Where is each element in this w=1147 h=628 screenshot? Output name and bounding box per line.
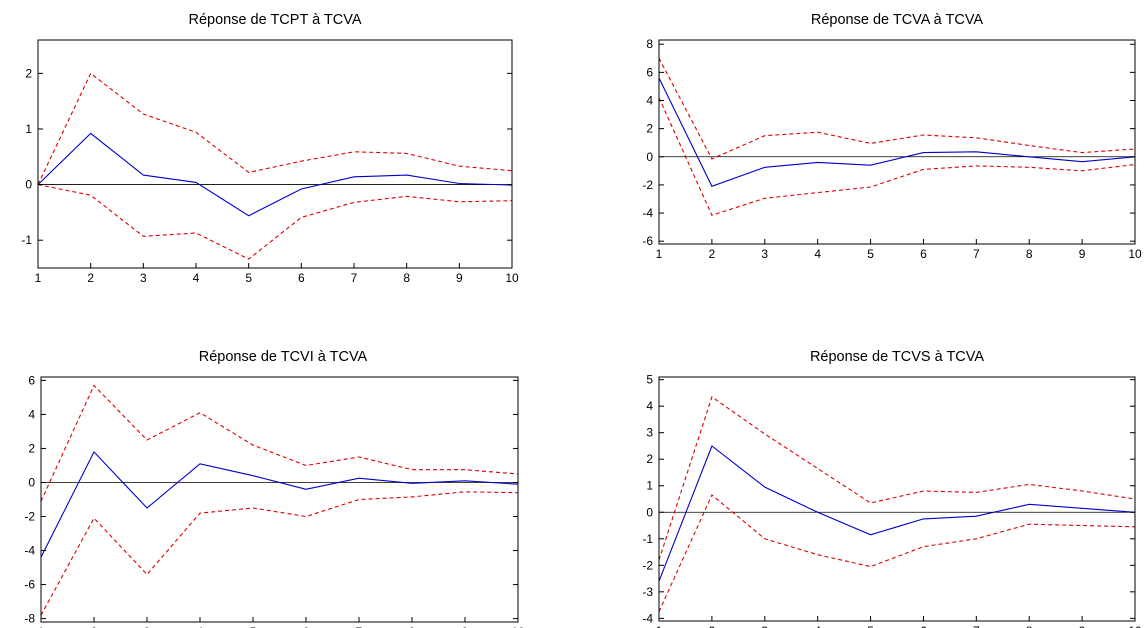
tcpt-plot-frame bbox=[37, 39, 513, 269]
tcpt-xtick-label: 8 bbox=[403, 271, 410, 285]
tcvi-ytick-label: -4 bbox=[24, 544, 35, 558]
chart-tcva: Réponse de TCVA à TCVA 8 6 4 2 0 -2 -4 -6 1 2 3 4 5 6 7… bbox=[590, 0, 1147, 300]
tcvi-upper-band-line bbox=[40, 384, 519, 502]
tcva-ytick-label: 6 bbox=[646, 65, 653, 79]
tcva-ytick-label: -6 bbox=[642, 234, 653, 248]
tcva-ytick-label: -2 bbox=[642, 178, 653, 192]
tcvs-lower-band-line bbox=[658, 494, 1136, 612]
chart-tcva-svg: Réponse de TCVA à TCVA 8 6 4 2 0 -2 -4 -61 2 3 4 5 6 7… bbox=[642, 12, 1142, 261]
tcva-xtick-label: 6 bbox=[920, 247, 927, 261]
tcvs-ytick-label: -1 bbox=[642, 532, 653, 546]
tcva-xtick-label: 3 bbox=[761, 247, 768, 261]
tcvs-xtick-label: 10 bbox=[1128, 624, 1142, 628]
tcpt-xtick-label: 4 bbox=[193, 271, 200, 285]
tcpt-ytick-label: -1 bbox=[21, 233, 32, 247]
tcpt-ytick-label: 1 bbox=[25, 122, 32, 136]
tcpt-xtick-label: 10 bbox=[505, 271, 519, 285]
tcva-xtick-label: 9 bbox=[1079, 247, 1086, 261]
tcva-xtick-label: 1 bbox=[656, 247, 663, 261]
tcvs-xtick-label: 7 bbox=[973, 624, 980, 628]
tcva-plot-frame bbox=[658, 39, 1136, 245]
tcva-ytick-label: 0 bbox=[646, 150, 653, 164]
tcpt-xtick-label: 6 bbox=[298, 271, 305, 285]
tcvi-lower-band-line bbox=[40, 491, 519, 616]
tcvs-plot-frame bbox=[658, 376, 1136, 622]
tcvs-xtick-label: 2 bbox=[709, 624, 716, 628]
tcvs-response-line bbox=[658, 445, 1136, 582]
tcvs-xtick-label: 3 bbox=[761, 624, 768, 628]
tcvi-ytick-label: -6 bbox=[24, 578, 35, 592]
tcvs-xtick-label: 1 bbox=[656, 624, 663, 628]
tcvi-xtick-label: 3 bbox=[144, 625, 151, 628]
tcvi-ytick-label: -2 bbox=[24, 510, 35, 524]
tcpt-xtick-label: 1 bbox=[35, 271, 42, 285]
tcpt-lower-band-line bbox=[37, 184, 513, 260]
tcva-ytick-label: 4 bbox=[646, 93, 653, 107]
tcvi-response-line bbox=[40, 450, 519, 558]
tcva-lower-band-line bbox=[658, 97, 1136, 216]
tcvi-ytick-label: 6 bbox=[28, 373, 35, 387]
tcva-xtick-label: 4 bbox=[814, 247, 821, 261]
tcvs-upper-band-line bbox=[658, 396, 1136, 561]
tcvs-ytick-label: 1 bbox=[646, 479, 653, 493]
tcvi-xtick-label: 7 bbox=[356, 625, 363, 628]
tcvi-xtick-label: 5 bbox=[250, 625, 257, 628]
tcpt-xtick-label: 9 bbox=[456, 271, 463, 285]
chart-tcvi: Réponse de TCVI à TCVA 6 4 2 0 -2 -4 -6 -81 2 3 4 5 6… bbox=[0, 330, 560, 628]
tcvs-xtick-label: 9 bbox=[1079, 624, 1086, 628]
tcvi-xtick-label: 8 bbox=[409, 625, 416, 628]
tcvs-ytick-label: -3 bbox=[642, 585, 653, 599]
tcva-ytick-label: 2 bbox=[646, 122, 653, 136]
tcpt-xtick-label: 5 bbox=[245, 271, 252, 285]
tcpt-xtick-label: 3 bbox=[140, 271, 147, 285]
chart-tcvs-svg: Réponse de TCVS à TCVA543210-1-2-3-41234… bbox=[642, 349, 1142, 628]
tcpt-xtick-label: 7 bbox=[351, 271, 358, 285]
tcpt-ytick-label: 0 bbox=[25, 178, 32, 192]
tcva-xtick-label: 10 bbox=[1128, 247, 1142, 261]
tcpt-title: Réponse de TCPT à TCVA bbox=[188, 12, 361, 28]
tcvi-ytick-label: 2 bbox=[28, 441, 35, 455]
tcva-response-line bbox=[658, 77, 1136, 187]
tcva-xtick-label: 2 bbox=[709, 247, 716, 261]
tcvi-ytick-label: -8 bbox=[24, 612, 35, 626]
tcvi-ytick-label: 0 bbox=[28, 475, 35, 489]
tcvs-ytick-label: -2 bbox=[642, 558, 653, 572]
chart-tcpt: Réponse de TCPT à TCVA 2 1 0 -1 1 2 3 4 5 6 7 8 9 10 bbox=[0, 0, 560, 300]
tcvi-xtick-label: 10 bbox=[511, 625, 525, 628]
chart-tcvi-svg: Réponse de TCVI à TCVA 6 4 2 0 -2 -4 -6 -81 2 3 4 5 6… bbox=[24, 349, 525, 628]
tcvs-ytick-label: 3 bbox=[646, 426, 653, 440]
tcvs-ytick-label: 5 bbox=[646, 373, 653, 387]
tcvs-ytick-label: 0 bbox=[646, 505, 653, 519]
tcva-ytick-label: -4 bbox=[642, 206, 653, 220]
tcvi-xtick-label: 6 bbox=[303, 625, 310, 628]
tcva-xtick-label: 5 bbox=[867, 247, 874, 261]
tcvi-plot-frame bbox=[40, 376, 519, 623]
tcva-xtick-label: 7 bbox=[973, 247, 980, 261]
tcvi-xtick-label: 4 bbox=[197, 625, 204, 628]
chart-tcvs: Réponse de TCVS à TCVA543210-1-2-3-41234… bbox=[590, 330, 1147, 628]
tcva-upper-band-line bbox=[658, 58, 1136, 160]
tcvs-ytick-label: 4 bbox=[646, 399, 653, 413]
tcvi-xtick-label: 9 bbox=[462, 625, 469, 628]
tcvi-xtick-label: 1 bbox=[38, 625, 45, 628]
tcpt-response-line bbox=[37, 132, 513, 217]
tcvi-title: Réponse de TCVI à TCVA bbox=[199, 349, 368, 365]
tcva-xtick-label: 8 bbox=[1026, 247, 1033, 261]
tcpt-upper-band-line bbox=[37, 72, 513, 185]
tcvi-xtick-label: 2 bbox=[91, 625, 98, 628]
tcvs-ytick-label: -4 bbox=[642, 611, 653, 625]
tcpt-ytick-label: 2 bbox=[25, 66, 32, 80]
tcvs-ytick-label: 2 bbox=[646, 452, 653, 466]
tcvs-xtick-label: 8 bbox=[1026, 624, 1033, 628]
tcvi-ytick-label: 4 bbox=[28, 407, 35, 421]
tcvs-xtick-label: 6 bbox=[920, 624, 927, 628]
tcvs-xtick-label: 4 bbox=[814, 624, 821, 628]
tcvs-title: Réponse de TCVS à TCVA bbox=[810, 349, 984, 365]
tcva-title: Réponse de TCVA à TCVA bbox=[811, 12, 984, 28]
tcpt-xtick-label: 2 bbox=[87, 271, 94, 285]
tcva-ytick-label: 8 bbox=[646, 37, 653, 51]
tcvs-xtick-label: 5 bbox=[867, 624, 874, 628]
